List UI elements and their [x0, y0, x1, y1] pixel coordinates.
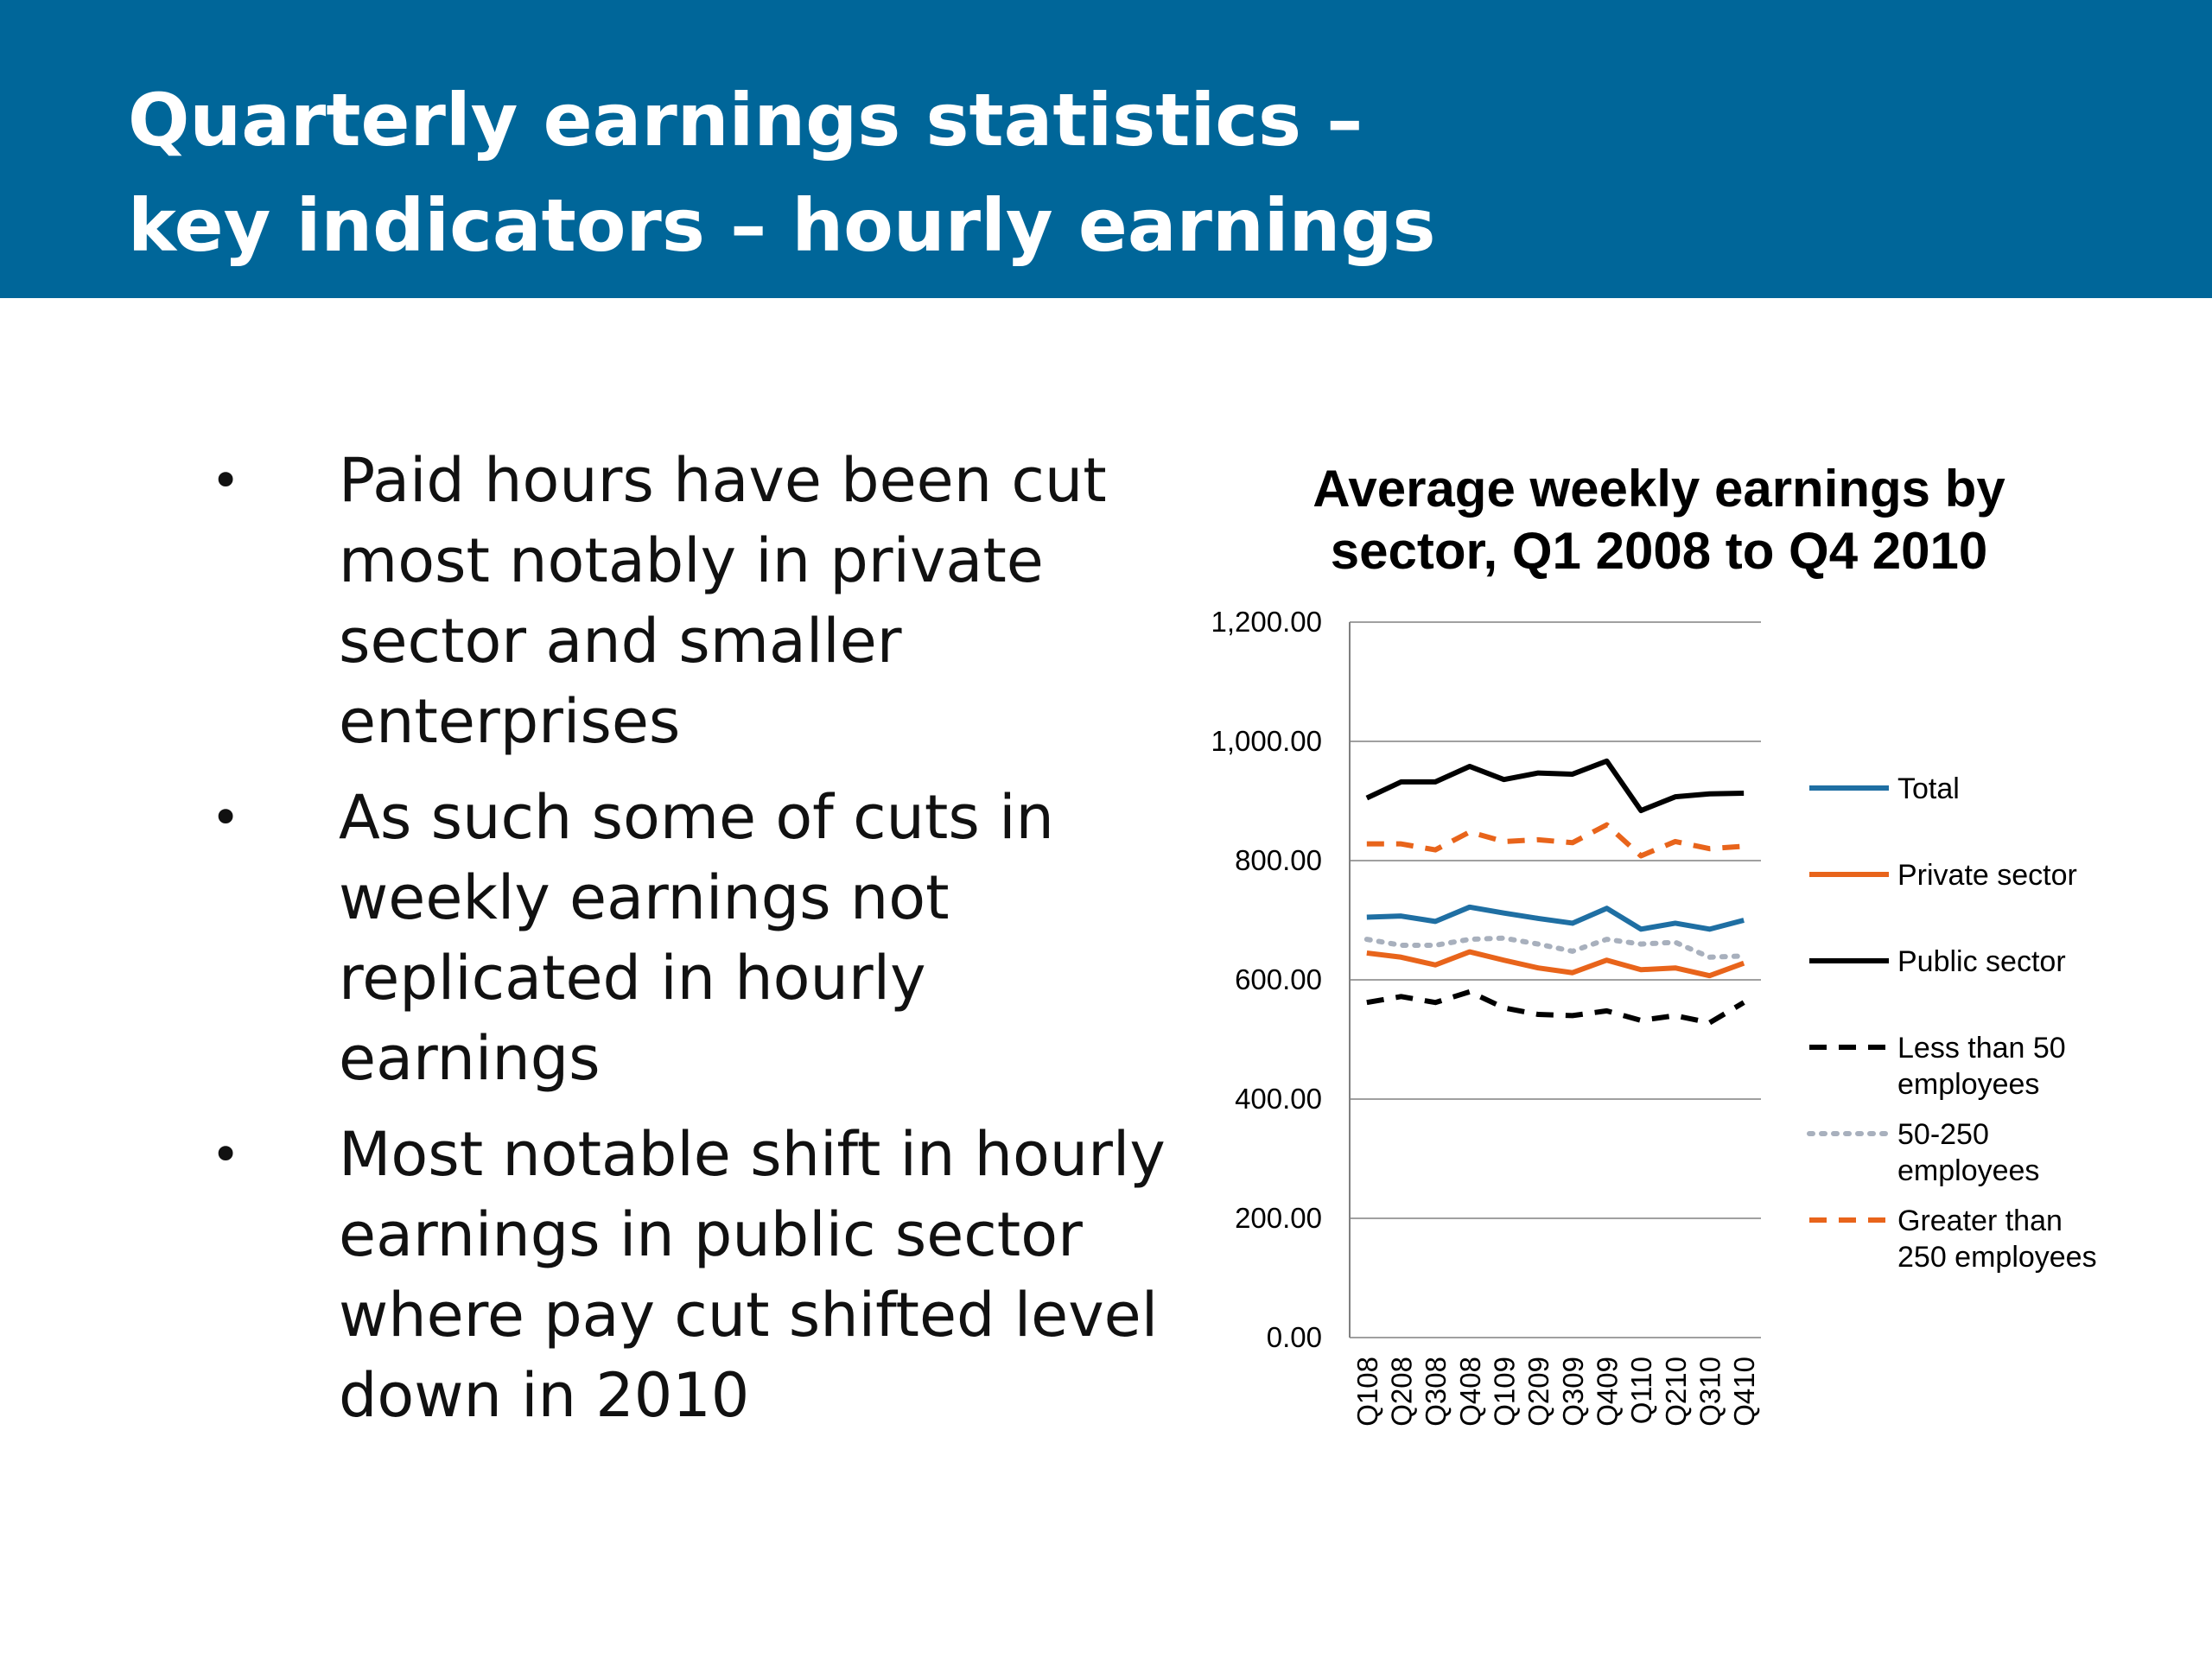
x-tick-label: Q409	[1592, 1357, 1624, 1427]
bullet-text: Most notable shift in hourly earnings in…	[339, 1119, 1166, 1431]
x-tick-labels: Q108 Q208 Q308 Q408 Q109 Q209 Q309 Q409 Q110 Q210…	[1351, 1357, 1760, 1427]
bullet-dot-icon: •	[211, 1125, 241, 1184]
legend-label-total: Total	[1897, 772, 1960, 805]
bullet-item: • Paid hours have been cut most notably i…	[199, 441, 1166, 762]
y-tick-labels: 0.00 200.00 400.00 600.00 800.00 1,000.00 1,20…	[1211, 606, 1322, 1353]
legend-label-less-than-50-employees: employees	[1897, 1068, 2039, 1101]
x-tick-label: Q110	[1625, 1357, 1657, 1424]
series-line-greater-than-250-employees	[1366, 822, 1745, 859]
legend-label-greater-than-250-employees: 250 employees	[1897, 1241, 2097, 1274]
x-tick-label: Q410	[1728, 1357, 1760, 1427]
series-lines	[1363, 758, 1747, 1026]
y-tick-label: 600.00	[1235, 963, 1322, 995]
x-tick-label: Q209	[1522, 1357, 1554, 1427]
series-line-private-sector	[1366, 949, 1745, 979]
y-tick-label: 400.00	[1235, 1083, 1322, 1115]
bullet-item: • As such some of cuts in weekly earnings…	[199, 778, 1166, 1099]
x-tick-label: Q308	[1420, 1357, 1452, 1427]
legend-label-public-sector: Public sector	[1897, 945, 2066, 978]
bullet-dot-icon: •	[211, 451, 241, 510]
x-tick-label: Q208	[1386, 1357, 1418, 1427]
legend-label-50-250-employees: employees	[1897, 1154, 2039, 1187]
x-tick-label: Q210	[1660, 1357, 1692, 1427]
bullet-text: As such some of cuts in weekly earnings …	[339, 782, 1054, 1094]
chart-title: Average weekly earnings by sector, Q1 20…	[1210, 458, 2108, 582]
slide-title-line-2: key indicators – hourly earnings	[128, 183, 1436, 268]
bullet-list: • Paid hours have been cut most notably i…	[199, 441, 1166, 1452]
chart-title-line-1: Average weekly earnings by	[1313, 460, 2005, 518]
y-tick-label: 1,200.00	[1211, 606, 1322, 638]
series-line-less-than-50-employees	[1366, 988, 1745, 1026]
series-line-50-250-employees	[1363, 935, 1747, 960]
series-line-total	[1366, 904, 1745, 932]
legend: Total Private sector Public sector Less tha…	[1807, 772, 2097, 1274]
series-line-public-sector	[1365, 758, 1745, 814]
bullet-item: • Most notable shift in hourly earnings i…	[199, 1115, 1166, 1436]
x-tick-label: Q109	[1489, 1357, 1521, 1427]
y-tick-label: 200.00	[1235, 1202, 1322, 1234]
y-tick-label: 800.00	[1235, 844, 1322, 876]
bullet-text: Paid hours have been cut most notably in…	[339, 445, 1107, 757]
x-tick-label: Q108	[1351, 1357, 1383, 1427]
bullet-dot-icon: •	[211, 788, 241, 847]
x-tick-label: Q310	[1694, 1357, 1726, 1427]
x-tick-label: Q309	[1557, 1357, 1589, 1427]
title-banner: Quarterly earnings statistics – key indi…	[0, 0, 2212, 298]
legend-label-greater-than-250-employees: Greater than	[1897, 1205, 2063, 1237]
legend-label-less-than-50-employees: Less than 50	[1897, 1032, 2066, 1065]
y-tick-label: 1,000.00	[1211, 725, 1322, 757]
legend-label-50-250-employees: 50-250	[1897, 1118, 1989, 1151]
slide-title: Quarterly earnings statistics – key indi…	[128, 67, 1435, 278]
y-tick-label: 0.00	[1267, 1321, 1322, 1353]
chart-title-line-2: sector, Q1 2008 to Q4 2010	[1330, 522, 1988, 580]
legend-label-private-sector: Private sector	[1897, 859, 2077, 892]
x-tick-label: Q408	[1454, 1357, 1486, 1427]
gridlines	[1350, 621, 1761, 1338]
slide-title-line-1: Quarterly earnings statistics –	[128, 78, 1363, 162]
